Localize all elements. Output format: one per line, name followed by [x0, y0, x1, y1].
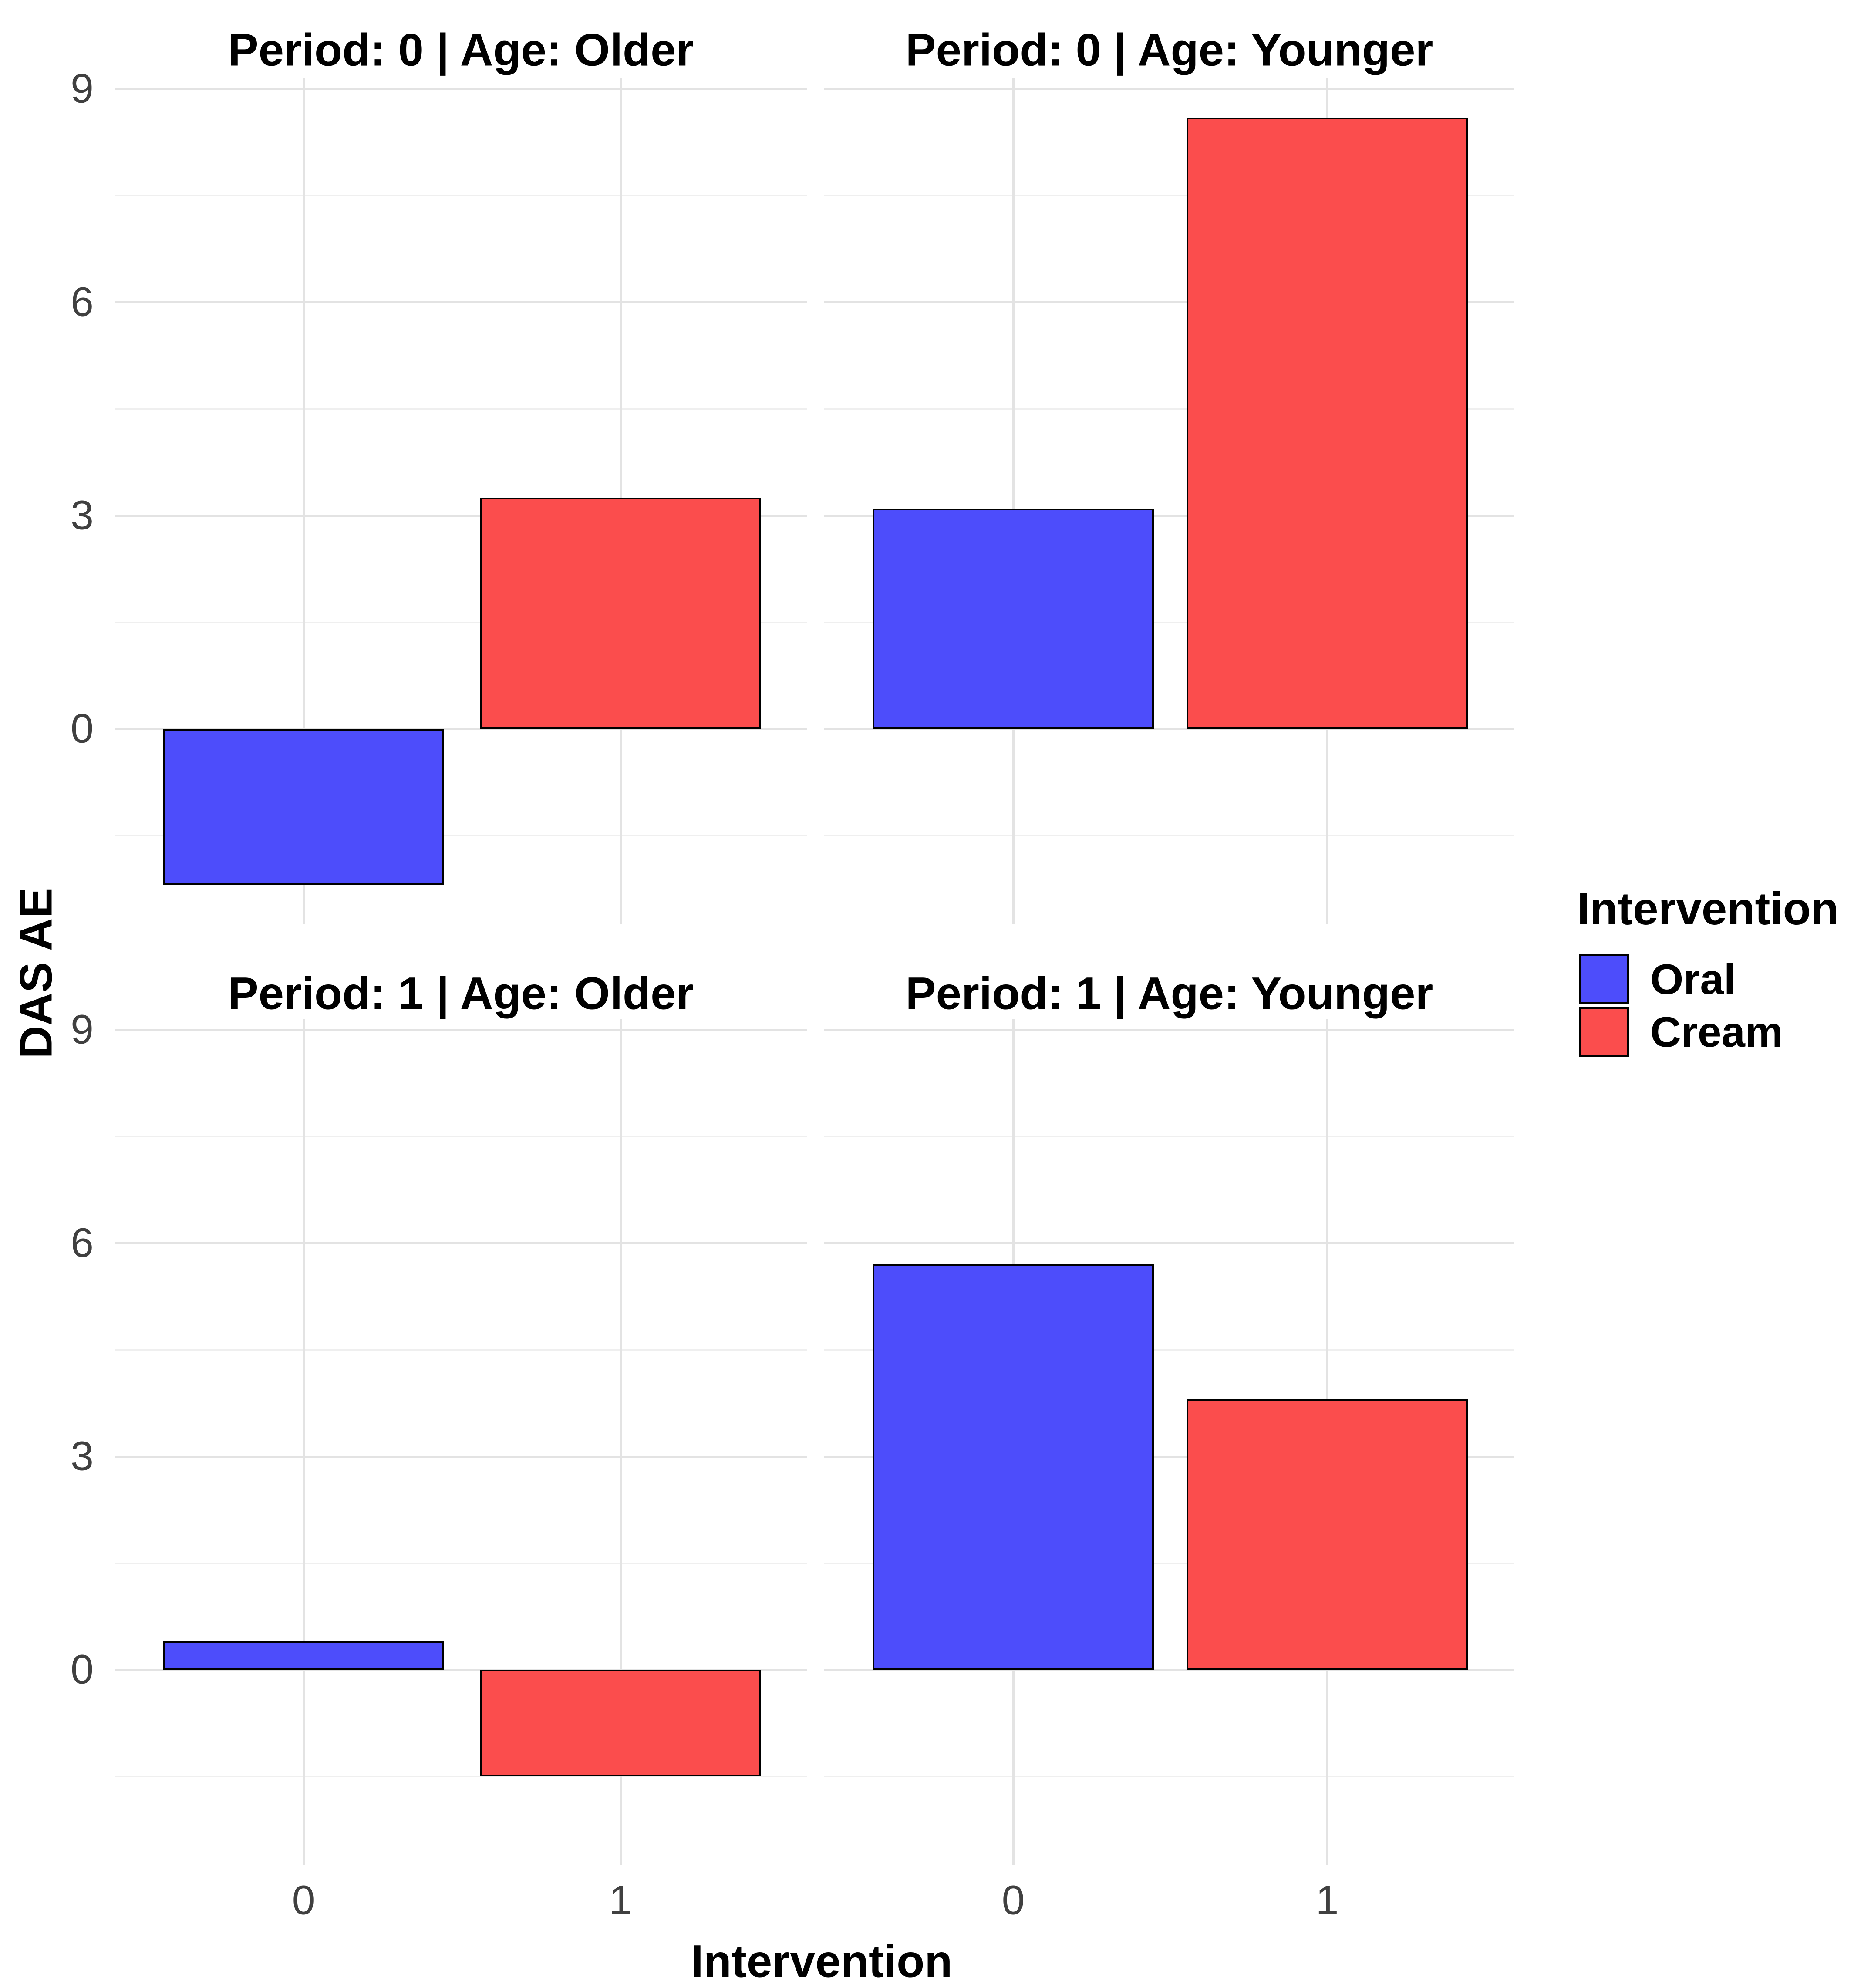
legend-swatch-cream [1579, 1007, 1629, 1057]
legend-title: Intervention [1577, 883, 1839, 934]
y-tick-label: 0 [71, 1646, 94, 1693]
gridline-major-x [302, 1019, 305, 1865]
facet-strip-title: Period: 1 | Age: Older [228, 968, 694, 1019]
legend-label-oral: Oral [1650, 955, 1736, 1003]
gridline-minor-y [115, 835, 807, 836]
gridline-major-y [115, 1242, 807, 1244]
x-axis-title: Intervention [691, 1936, 953, 1987]
bar-oral-x0 [163, 729, 444, 886]
y-tick-label: 9 [71, 1006, 94, 1053]
gridline-major-x [1012, 78, 1015, 924]
gridline-minor-y [824, 195, 1514, 196]
gridline-major-x [619, 1019, 622, 1865]
y-axis-title: DAS AE [10, 887, 62, 1059]
x-tick-label: 0 [292, 1877, 315, 1924]
gridline-major-y [824, 1242, 1514, 1244]
gridline-major-y [824, 728, 1514, 730]
gridline-minor-y [115, 408, 807, 410]
gridline-minor-y [115, 1562, 807, 1564]
y-tick-label: 3 [71, 492, 94, 539]
bar-oral-x0 [873, 508, 1154, 729]
legend-swatch-oral [1579, 954, 1629, 1004]
gridline-minor-y [824, 1776, 1514, 1777]
x-tick-label: 1 [609, 1877, 632, 1924]
gridline-minor-y [824, 408, 1514, 410]
legend-label-cream: Cream [1650, 1008, 1783, 1056]
gridline-minor-y [824, 1562, 1514, 1564]
gridline-minor-y [115, 1776, 807, 1777]
gridline-major-y [824, 514, 1514, 517]
gridline-major-y [115, 1028, 807, 1031]
bar-cream-x1 [1187, 117, 1468, 729]
gridline-minor-y [824, 1349, 1514, 1351]
gridline-major-x [302, 78, 305, 924]
gridline-minor-y [115, 195, 807, 196]
gridline-major-y [824, 1028, 1514, 1031]
gridline-major-y [115, 301, 807, 303]
y-tick-label: 3 [71, 1433, 94, 1479]
gridline-major-y [824, 301, 1514, 303]
gridline-major-y [115, 728, 807, 730]
gridline-major-y [115, 1668, 807, 1671]
gridline-major-y [824, 1455, 1514, 1458]
facet-strip-title: Period: 0 | Age: Older [228, 24, 694, 76]
bar-oral-x0 [873, 1264, 1154, 1670]
gridline-minor-y [115, 621, 807, 623]
y-tick-label: 6 [71, 1220, 94, 1266]
bar-cream-x1 [480, 1670, 761, 1776]
x-tick-label: 0 [1001, 1877, 1025, 1924]
gridline-minor-y [824, 621, 1514, 623]
bar-cream-x1 [480, 498, 761, 729]
gridline-major-y [824, 1668, 1514, 1671]
x-tick-label: 1 [1315, 1877, 1339, 1924]
y-tick-label: 0 [71, 705, 94, 752]
facet-strip-title: Period: 1 | Age: Younger [905, 968, 1433, 1019]
gridline-major-y [115, 514, 807, 517]
bar-cream-x1 [1187, 1399, 1468, 1670]
y-tick-label: 9 [71, 65, 94, 112]
bar-oral-x0 [163, 1641, 444, 1670]
y-tick-label: 6 [71, 279, 94, 325]
facet-strip-title: Period: 0 | Age: Younger [905, 24, 1433, 76]
gridline-major-y [824, 88, 1514, 90]
gridline-minor-y [115, 1136, 807, 1137]
gridline-minor-y [115, 1349, 807, 1351]
gridline-major-y [115, 88, 807, 90]
gridline-major-y [115, 1455, 807, 1458]
gridline-minor-y [824, 1136, 1514, 1137]
gridline-minor-y [824, 835, 1514, 836]
